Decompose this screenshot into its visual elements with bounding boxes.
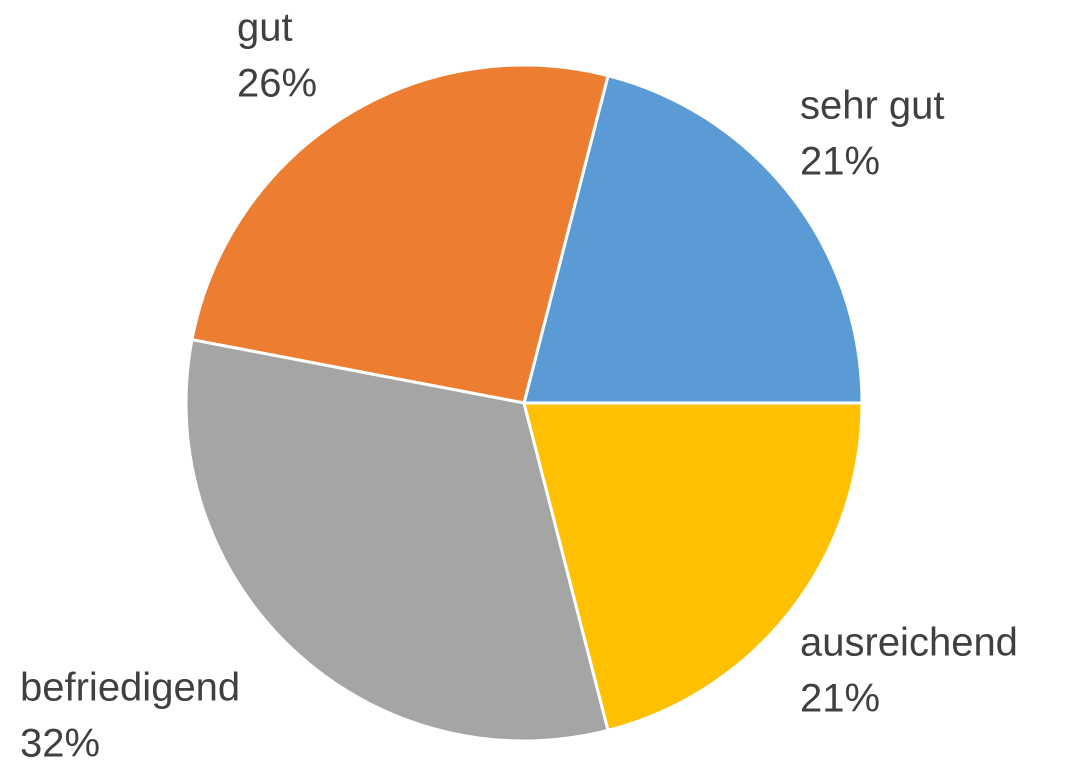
slice-value-label: 26% [237,62,317,106]
pie-slice [184,338,610,743]
slice-label: sehr gut [800,84,945,128]
slice-label: gut [237,6,293,50]
slice-value-label: 32% [20,722,100,763]
slice-value-label: 21% [800,677,880,721]
pie-slice [190,63,610,405]
slice-value-label: 21% [800,140,880,184]
slice-label: ausreichend [800,621,1018,665]
pie-slice [522,401,864,732]
slice-label: befriedigend [20,666,240,710]
pie-slice [522,74,864,405]
